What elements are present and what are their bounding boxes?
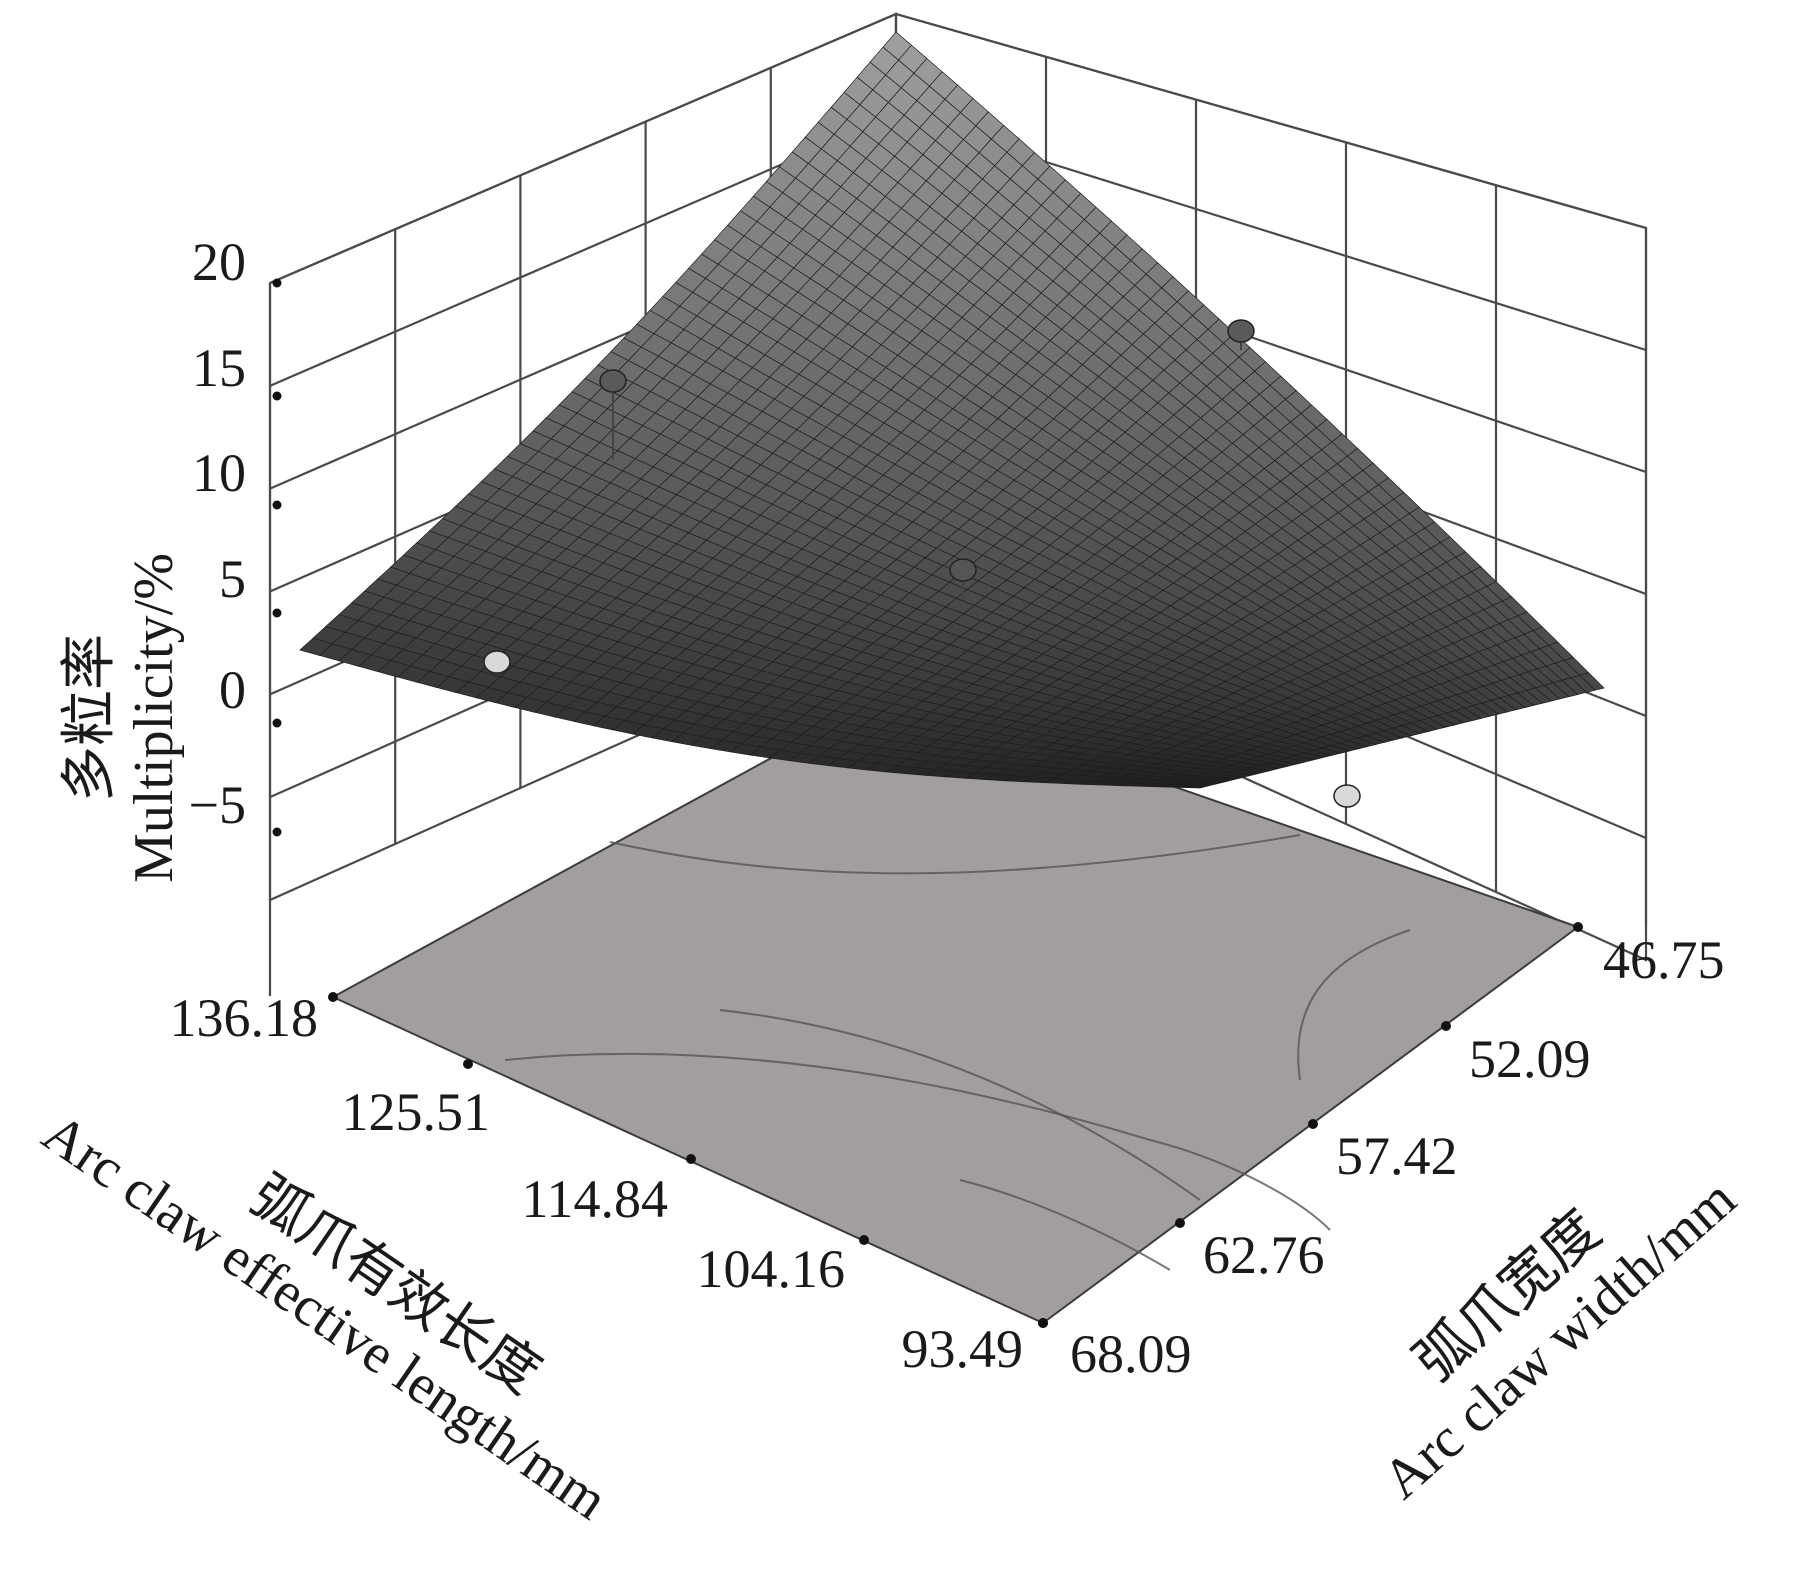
z-tick-label: 5 (219, 549, 246, 609)
y-tick-label: 57.42 (1336, 1126, 1458, 1186)
z-tick-label: 20 (192, 232, 246, 292)
x-axis-title-en: Arc claw effective length/mm (32, 1102, 619, 1532)
z-tick-dot (272, 391, 282, 401)
floor-contour (504, 1052, 1331, 1231)
y-tick-label: 68.09 (1070, 1324, 1192, 1384)
x-tick-dot (686, 1154, 696, 1164)
y-tick-dot (1038, 1318, 1048, 1328)
design-point (599, 369, 627, 393)
z-tick-dot (272, 608, 282, 618)
y-tick-label: 52.09 (1469, 1029, 1591, 1089)
surface-facet (1579, 672, 1605, 691)
x-tick-label: 114.84 (522, 1169, 669, 1229)
design-point (1333, 784, 1361, 808)
x-tick-label: 104.16 (697, 1239, 846, 1299)
z-tick-label: 0 (219, 660, 246, 720)
z-axis-title: 多粒率 Multiplicity/% (59, 553, 185, 883)
y-tick-dot (1308, 1119, 1318, 1129)
z-tick-label: 15 (192, 338, 246, 398)
z-tick-label: −5 (189, 775, 246, 835)
left-wall-gridline (269, 12, 897, 285)
x-tick-label: 125.51 (342, 1082, 491, 1142)
z-tick-dot (272, 278, 282, 288)
floor-contour (719, 1009, 1201, 1201)
x-tick-dot (328, 992, 338, 1002)
x-tick-dot (463, 1059, 473, 1069)
floor-contour (609, 834, 1301, 875)
response-surface (299, 31, 1605, 789)
z-tick-dot (272, 500, 282, 510)
right-wall-gridline (895, 12, 1647, 230)
y-tick-label: 46.75 (1603, 930, 1725, 990)
z-axis-title-en: Multiplicity/% (123, 553, 185, 883)
floor-contour (1297, 929, 1411, 1081)
x-tick-label: 136.18 (170, 988, 319, 1048)
floor-contour (959, 1179, 1171, 1271)
design-points (483, 319, 1361, 808)
z-tick-dot (272, 718, 282, 728)
design-point (1227, 319, 1255, 343)
z-tick-label: 10 (192, 443, 246, 503)
design-point (483, 650, 511, 674)
y-tick-dot (1573, 922, 1583, 932)
design-point (949, 558, 977, 582)
y-tick-dot (1175, 1218, 1185, 1228)
y-tick-dot (1441, 1021, 1451, 1031)
axes: 20 15 10 5 0 −5 136.18 125.51 114.84 104.16 93.49 4… (170, 232, 1725, 1384)
x-tick-label: 93.49 (902, 1319, 1024, 1379)
z-axis-title-cn: 多粒率 (59, 634, 121, 802)
y-tick-label: 62.76 (1203, 1225, 1325, 1285)
x-tick-dot (859, 1235, 869, 1245)
z-tick-dot (272, 827, 282, 837)
